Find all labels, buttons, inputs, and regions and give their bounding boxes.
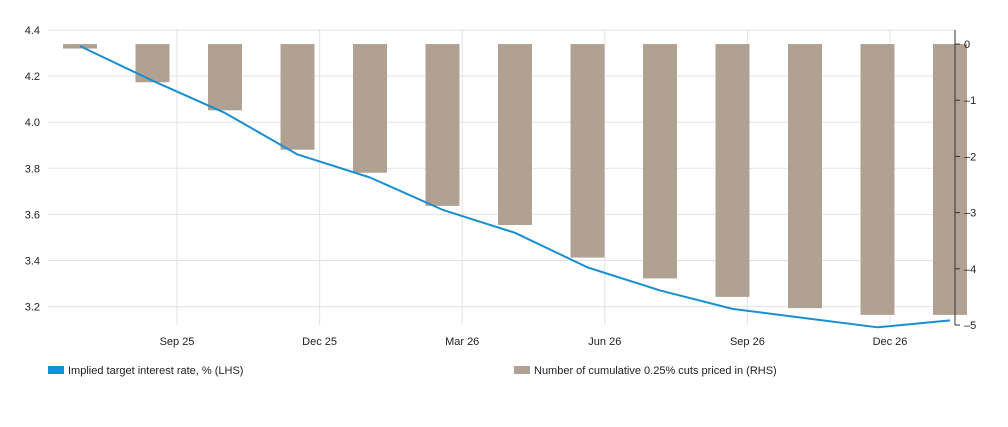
x-tick-label: Sep 26 <box>730 336 765 348</box>
bar <box>570 44 605 258</box>
bar <box>208 44 242 111</box>
bar <box>643 44 677 279</box>
x-tick-label: Jun 26 <box>588 336 621 348</box>
y-left-tick-label: 3.6 <box>25 209 40 221</box>
legend-label-bars: Number of cumulative 0.25% cuts priced i… <box>534 365 777 377</box>
y-right-tick-label: –1 <box>964 95 976 107</box>
bar <box>860 44 895 315</box>
line-layer <box>79 45 951 329</box>
y-left-tick-label: 3.8 <box>25 163 40 175</box>
legend-swatch-line <box>48 366 64 374</box>
legend-swatch-bars <box>514 366 530 374</box>
bar <box>353 44 387 173</box>
series-line-implied-rate <box>79 45 951 329</box>
y-right-tick-label: –3 <box>964 208 976 220</box>
y-left-tick-label: 4.2 <box>25 71 40 83</box>
y-left-tick-label: 4.0 <box>25 117 40 129</box>
bar <box>715 44 750 297</box>
x-tick-label: Dec 25 <box>302 336 337 348</box>
bar <box>498 44 532 225</box>
y-left-tick-label: 3.4 <box>25 255 40 267</box>
x-tick-label: Dec 26 <box>873 336 908 348</box>
bar <box>280 44 315 150</box>
y-right-tick-label: –5 <box>964 320 976 332</box>
y-left-tick-label: 3.2 <box>25 302 40 314</box>
legend: Implied target interest rate, % (LHS) Nu… <box>48 365 777 377</box>
x-tick-label: Mar 26 <box>445 336 479 348</box>
bar <box>425 44 460 206</box>
legend-label-line: Implied target interest rate, % (LHS) <box>68 365 243 377</box>
bar <box>135 44 170 83</box>
bar <box>788 44 822 309</box>
bar <box>933 44 967 315</box>
bars-layer <box>63 44 967 315</box>
x-tick-label: Sep 25 <box>160 336 195 348</box>
axes-layer: 4.4 4.2 4.0 3.8 3.6 3.4 3.2 Sep 25 Dec 25 Mar 26 J… <box>25 25 977 348</box>
y-left-tick-label: 4.4 <box>25 25 40 37</box>
y-right-tick-label: –4 <box>964 264 976 276</box>
y-right-tick-label: –2 <box>964 151 976 163</box>
y-right-tick-label: 0 <box>964 39 970 51</box>
